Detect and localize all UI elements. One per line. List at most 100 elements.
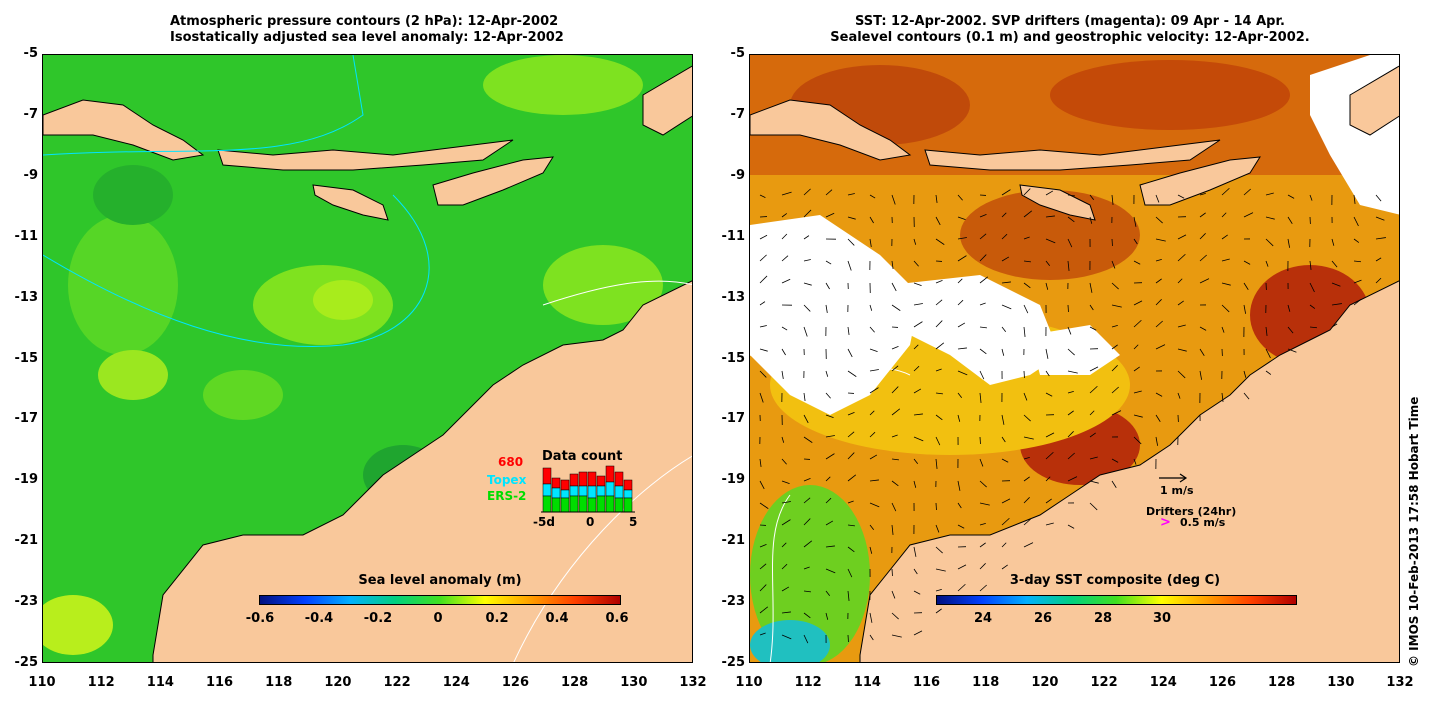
velocity-vector <box>891 524 894 535</box>
velocity-vector <box>847 474 857 482</box>
velocity-vector <box>1199 254 1207 262</box>
velocity-vector <box>781 191 792 196</box>
velocity-vector <box>1001 189 1011 196</box>
histogram-bar <box>605 465 615 483</box>
velocity-vector <box>1177 253 1186 262</box>
velocity-vector <box>957 414 961 422</box>
legend-ers2: ERS-2 <box>487 489 527 503</box>
velocity-vector <box>781 519 791 526</box>
velocity-vector <box>935 279 943 284</box>
velocity-vector <box>803 497 811 504</box>
velocity-vector <box>1375 257 1382 262</box>
velocity-vector <box>1287 348 1297 353</box>
velocity-vector <box>1133 238 1138 245</box>
velocity-vector <box>1353 260 1362 263</box>
northern-island <box>642 65 692 136</box>
velocity-vector <box>803 259 811 262</box>
velocity-vector <box>1067 194 1075 197</box>
histogram-bar <box>596 495 606 513</box>
velocity-vector <box>935 546 943 554</box>
velocity-vector <box>1001 414 1005 425</box>
velocity-vector <box>869 634 874 641</box>
pressure-contour <box>542 280 692 306</box>
sealevel-contour <box>769 494 791 662</box>
hist-tick: -5d <box>533 515 555 529</box>
velocity-vector <box>1243 282 1249 290</box>
velocity-vector <box>781 348 786 356</box>
velocity-vector <box>1023 457 1030 460</box>
velocity-vector <box>1199 370 1203 380</box>
velocity-vector <box>1089 432 1096 438</box>
velocity-vector <box>1001 326 1007 332</box>
x-tick-label: 116 <box>912 675 941 690</box>
histogram-bar <box>560 497 570 513</box>
velocity-vector <box>913 365 920 372</box>
velocity-vector <box>1177 324 1186 328</box>
velocity-vector <box>891 480 899 487</box>
velocity-vector <box>1155 392 1163 397</box>
velocity-vector <box>869 431 876 438</box>
velocity-vector <box>979 523 986 526</box>
velocity-vector <box>1089 194 1095 200</box>
y-tick-label: -13 <box>721 289 746 305</box>
sst-colorbar <box>936 595 1297 605</box>
velocity-vector <box>1243 370 1247 378</box>
velocity-vector <box>913 321 923 328</box>
velocity-vector <box>1155 299 1162 306</box>
velocity-vector <box>803 566 810 570</box>
velocity-vector <box>869 502 880 508</box>
velocity-vector <box>979 348 987 355</box>
velocity-vector <box>1133 344 1139 350</box>
velocity-vector <box>781 586 790 592</box>
velocity-vector <box>869 216 874 224</box>
velocity-vector <box>1001 348 1005 356</box>
velocity-vector <box>957 216 966 220</box>
velocity-vector <box>869 524 875 530</box>
velocity-vector <box>957 564 967 570</box>
histogram-bar <box>551 497 561 513</box>
y-tick-label: -9 <box>730 167 745 183</box>
velocity-vector <box>847 370 857 377</box>
velocity-vector <box>913 413 923 416</box>
velocity-vector <box>869 369 879 372</box>
velocity-vector <box>1243 304 1247 314</box>
velocity-vector <box>781 542 787 548</box>
y-tick-label: -11 <box>14 228 39 244</box>
velocity-vector <box>781 501 791 504</box>
velocity-vector <box>979 213 987 218</box>
sla-colorbar <box>259 595 621 605</box>
histogram-bar <box>542 495 552 513</box>
velocity-vector <box>1089 282 1093 293</box>
vector-scale-arrow <box>1159 473 1188 483</box>
velocity-vector <box>957 480 961 491</box>
hist-tick: 5 <box>629 515 638 529</box>
velocity-vector <box>803 612 811 619</box>
velocity-vector <box>1023 282 1031 289</box>
x-tick-label: 118 <box>972 675 1000 690</box>
x-tick-label: 114 <box>146 675 174 690</box>
velocity-vector <box>1177 370 1186 379</box>
velocity-vector <box>1133 414 1143 418</box>
histogram-bar <box>596 485 606 497</box>
x-tick-label: 132 <box>679 675 707 690</box>
sst-map-svg <box>750 55 1399 662</box>
velocity-vector <box>1045 522 1054 526</box>
y-tick-label: -15 <box>721 350 746 366</box>
java-island <box>43 99 205 161</box>
velocity-vector <box>1067 452 1075 460</box>
velocity-vector <box>957 524 965 529</box>
velocity-vector <box>781 255 789 262</box>
velocity-vector <box>781 563 788 570</box>
sst-colorbar-tick: 30 <box>1152 611 1172 626</box>
velocity-vector <box>1177 278 1183 284</box>
velocity-vector <box>1045 370 1050 377</box>
velocity-vector <box>935 436 941 446</box>
velocity-vector <box>913 568 918 575</box>
velocity-vector <box>1045 348 1049 359</box>
velocity-vector <box>979 584 987 592</box>
velocity-vector <box>979 458 984 467</box>
x-tick-label: 126 <box>501 675 530 690</box>
velocity-vector <box>1045 238 1056 244</box>
velocity-vector <box>957 347 967 350</box>
velocity-vector <box>1221 304 1230 313</box>
